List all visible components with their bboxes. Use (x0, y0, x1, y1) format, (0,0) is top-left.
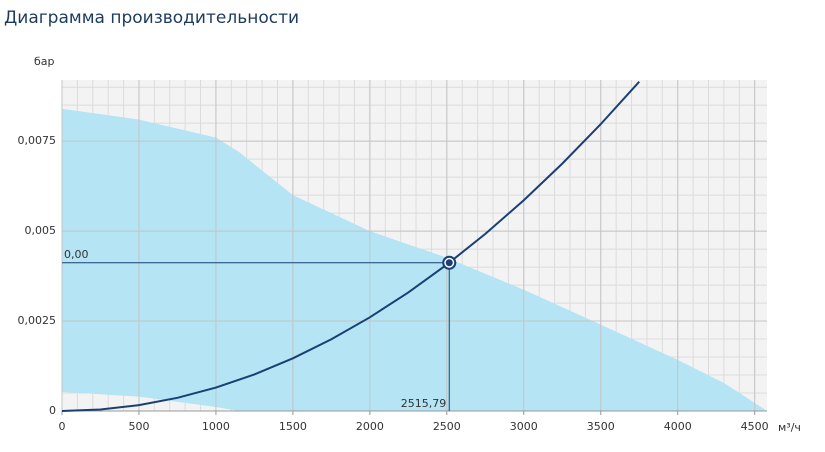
chart-title: Диаграмма производительности (4, 8, 299, 28)
x-tick-label: 2500 (433, 420, 461, 433)
x-tick-label: 2000 (356, 420, 384, 433)
system-curve (61, 80, 640, 412)
x-tick-label: 3000 (510, 420, 538, 433)
x-tick-label: 4000 (664, 420, 692, 433)
point-y-label: 0,00 (64, 248, 89, 261)
x-tick-label: 4500 (741, 420, 769, 433)
x-tick-label: 1500 (279, 420, 307, 433)
x-tick-label: 1000 (202, 420, 230, 433)
x-tick-label: 500 (128, 420, 149, 433)
point-x-label: 2515,79 (401, 397, 447, 410)
operating-point (445, 259, 453, 267)
y-tick-label: 0,0075 (18, 134, 57, 147)
y-tick-label: 0,005 (25, 224, 57, 237)
x-tick-label: 3500 (587, 420, 615, 433)
x-tick-label: 0 (59, 420, 66, 433)
y-axis-label: бар (34, 55, 55, 68)
x-axis-label: м³/ч (778, 421, 801, 434)
y-tick-label: 0,0025 (18, 314, 57, 327)
y-tick-label: 0 (49, 404, 56, 417)
performance-area (62, 108, 767, 412)
